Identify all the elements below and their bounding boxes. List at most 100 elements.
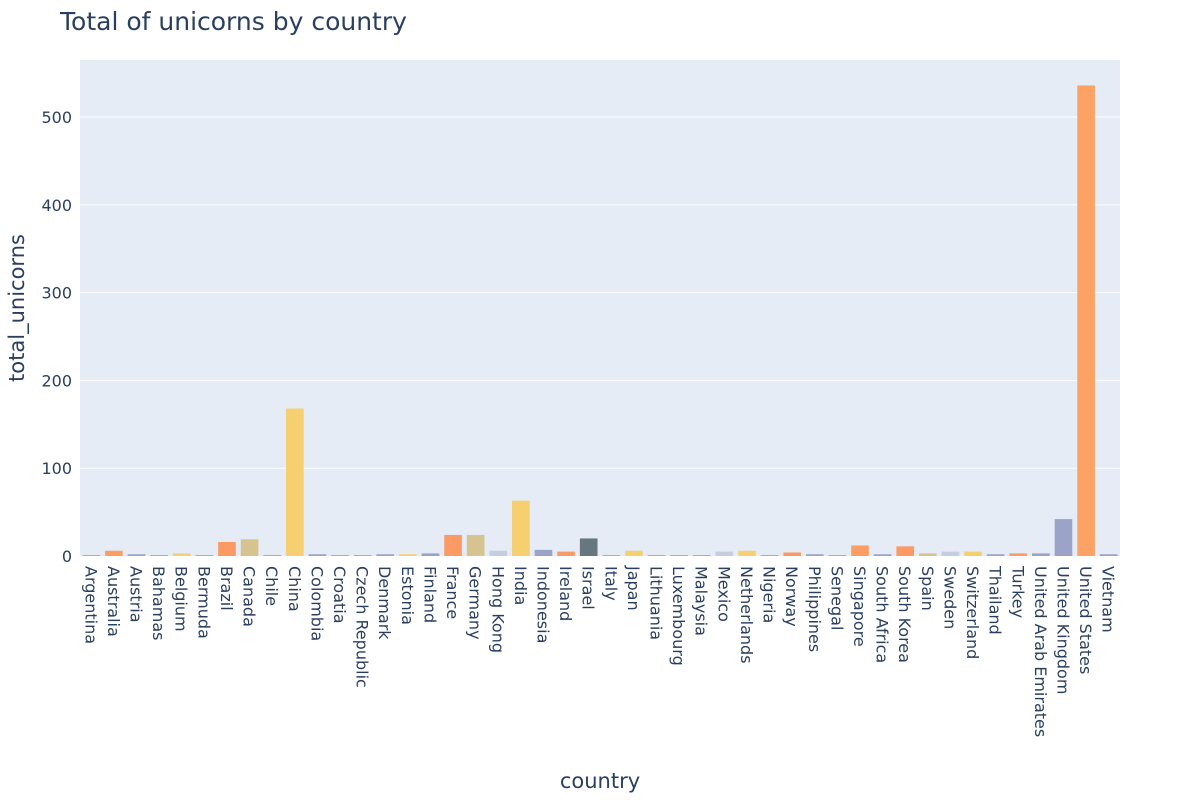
x-tick-label: Thailand xyxy=(986,565,1005,635)
x-axis-title: country xyxy=(560,769,640,793)
bar-south-korea xyxy=(896,546,915,556)
bar-croatia xyxy=(331,555,349,556)
bar-ireland xyxy=(557,551,575,556)
bar-bahamas xyxy=(150,555,168,556)
bar-united-arab-emirates xyxy=(1032,553,1050,556)
x-tick-label: Spain xyxy=(918,566,937,611)
x-tick-label: South Korea xyxy=(895,566,914,663)
bar-belgium xyxy=(172,553,191,556)
bar-spain xyxy=(919,553,937,556)
x-tick-label: Finland xyxy=(420,566,439,623)
bar-netherlands xyxy=(738,550,756,556)
bar-argentina xyxy=(82,555,101,556)
x-tick-label: France xyxy=(443,566,462,619)
x-tick-label: Turkey xyxy=(1008,565,1027,618)
y-tick-label: 500 xyxy=(41,108,72,127)
bar-singapore xyxy=(851,545,869,556)
x-tick-label: Japan xyxy=(624,565,643,611)
x-tick-label: United Arab Emirates xyxy=(1031,566,1050,737)
bar-australia xyxy=(105,550,123,556)
y-tick-label: 100 xyxy=(41,459,72,478)
x-tick-label: Canada xyxy=(240,566,259,627)
x-tick-label: Israel xyxy=(579,566,598,610)
bar-canada xyxy=(240,539,259,556)
bar-hong-kong xyxy=(489,550,508,556)
x-tick-label: South Africa xyxy=(873,566,892,663)
x-tick-label: United Kingdom xyxy=(1053,566,1072,694)
chart-title: Total of unicorns by country xyxy=(59,7,407,36)
bar-senegal xyxy=(828,555,847,556)
x-tick-label: Germany xyxy=(466,566,485,640)
x-tick-label: Argentina xyxy=(81,566,100,644)
bar-vietnam xyxy=(1099,554,1118,556)
bar-united-kingdom xyxy=(1054,519,1073,556)
bar-thailand xyxy=(986,554,1005,556)
x-tick-label: Colombia xyxy=(307,566,326,641)
bar-estonia xyxy=(399,554,417,556)
bar-nigeria xyxy=(760,555,779,556)
bar-denmark xyxy=(376,554,395,556)
bar-indonesia xyxy=(534,549,553,556)
bar-turkey xyxy=(1009,553,1028,556)
gridlines xyxy=(80,116,1120,469)
x-tick-label: Belgium xyxy=(172,566,191,632)
bar-germany xyxy=(466,534,485,556)
x-tick-label: Croatia xyxy=(330,566,349,624)
bar-china xyxy=(285,408,304,556)
bar-norway xyxy=(783,552,801,556)
bar-austria xyxy=(127,554,146,556)
bar-luxembourg xyxy=(670,555,688,556)
bar-united-states xyxy=(1077,85,1095,556)
bar-colombia xyxy=(308,554,327,556)
x-tick-label: Italy xyxy=(601,566,620,601)
x-tick-label: Sweden xyxy=(940,566,959,629)
bar-malaysia xyxy=(692,555,711,556)
bar-czech-republic xyxy=(353,555,372,556)
plot-area xyxy=(80,60,1120,556)
bars xyxy=(82,85,1118,556)
x-tick-label: Switzerland xyxy=(963,566,982,659)
bar-italy xyxy=(602,555,621,556)
x-tick-label: Australia xyxy=(104,566,123,637)
x-tick-label: China xyxy=(285,566,304,612)
y-tick-label: 200 xyxy=(41,371,72,390)
x-tick-label: Netherlands xyxy=(737,566,756,664)
x-tick-label: Lithuania xyxy=(647,566,666,640)
x-tick-labels: Argentina Australia Austria Bahamas Belgium B… xyxy=(81,565,1117,737)
bar-sweden xyxy=(941,551,960,556)
x-tick-label: Philippines xyxy=(805,566,824,652)
x-tick-label: Vietnam xyxy=(1099,566,1118,633)
x-tick-label: Luxembourg xyxy=(669,566,688,666)
bar-israel xyxy=(579,538,598,556)
x-tick-label: Czech Republic xyxy=(353,566,372,688)
bar-philippines xyxy=(805,554,824,556)
bar-switzerland xyxy=(964,551,982,556)
x-tick-label: Norway xyxy=(782,566,801,627)
y-tick-label: 400 xyxy=(41,196,72,215)
bar-finland xyxy=(421,553,440,556)
x-tick-label: Austria xyxy=(127,566,146,623)
x-tick-label: United States xyxy=(1076,566,1095,674)
y-axis-title: total_unicorns xyxy=(5,234,30,382)
bar-india xyxy=(512,500,530,556)
bar-japan xyxy=(625,550,643,556)
bar-chile xyxy=(263,555,281,556)
x-tick-label: Bahamas xyxy=(149,566,168,640)
bar-brazil xyxy=(218,541,236,556)
x-tick-label: Ireland xyxy=(556,566,575,621)
x-tick-label: Nigeria xyxy=(760,566,779,623)
x-tick-label: Mexico xyxy=(714,566,733,622)
x-tick-label: India xyxy=(511,566,530,605)
x-tick-label: Singapore xyxy=(850,566,869,647)
bar-south-africa xyxy=(873,554,892,556)
bar-lithuania xyxy=(647,555,666,556)
y-tick-labels: 0 100 200 300 400 500 xyxy=(41,108,72,566)
y-tick-label: 300 xyxy=(41,284,72,303)
x-tick-label: Senegal xyxy=(827,566,846,630)
x-tick-label: Hong Kong xyxy=(488,566,507,653)
bar-france xyxy=(444,534,462,556)
x-tick-label: Bermuda xyxy=(194,566,213,639)
x-tick-label: Malaysia xyxy=(692,566,711,636)
y-tick-label: 0 xyxy=(62,547,72,566)
